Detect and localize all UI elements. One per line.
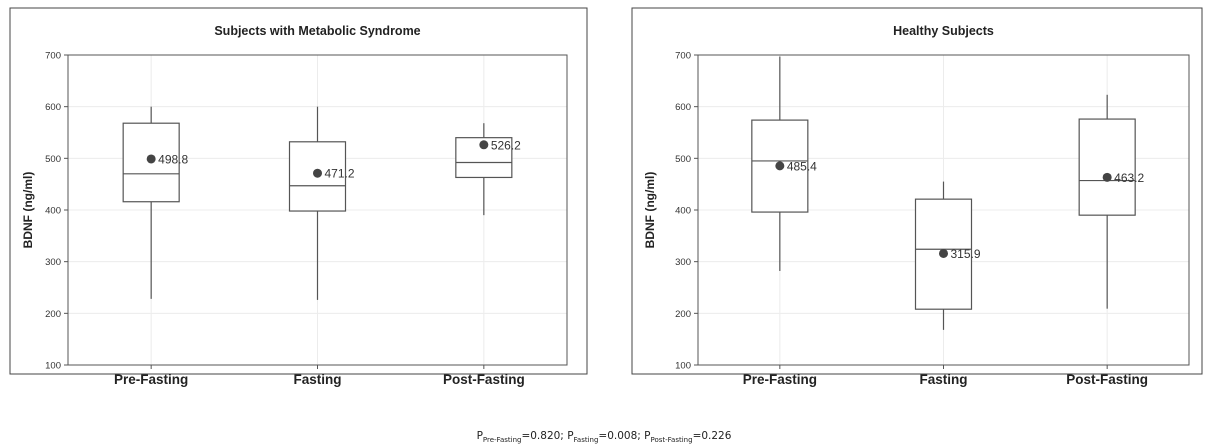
p-subscript-post: Post-Fasting xyxy=(650,436,693,445)
mean-dot xyxy=(479,140,489,150)
chart-panel-2: Healthy Subjects 100 200 300 400 500 600 700 BDN… xyxy=(631,7,1203,387)
p-values-footnote: PPre-Fasting=0.820; PFasting=0.008; PPos… xyxy=(0,430,1208,444)
iqr-box xyxy=(1078,118,1136,216)
box-post-fasting: 463.2 xyxy=(1078,94,1145,309)
mean-label: 315.9 xyxy=(951,247,981,261)
y-tick-label: 700 xyxy=(45,51,61,62)
x-tick-label: Post-Fasting xyxy=(1066,372,1148,387)
x-tick-label: Pre-Fasting xyxy=(743,372,817,387)
x-tick-label: Fasting xyxy=(919,372,967,387)
p-subscript-fasting: Fasting xyxy=(573,436,599,445)
y-tick-label: 300 xyxy=(675,257,691,268)
chart-title: Subjects with Metabolic Syndrome xyxy=(214,24,420,38)
y-axis-label: BDNF (ng/ml) xyxy=(21,172,35,249)
box-pre-fasting: 485.4 xyxy=(751,56,817,271)
p-value-fasting: =0.008; xyxy=(598,430,645,442)
chart-title: Healthy Subjects xyxy=(893,24,994,38)
box-fasting: 315.9 xyxy=(914,181,981,330)
mean-label: 471.2 xyxy=(325,167,355,181)
y-tick-label: 200 xyxy=(45,309,61,320)
mean-label: 463.2 xyxy=(1114,171,1144,185)
p-subscript-pre: Pre-Fasting xyxy=(482,436,522,445)
y-tick-label: 100 xyxy=(45,361,61,372)
y-axis-label: BDNF (ng/ml) xyxy=(643,172,657,249)
p-symbol-fasting: P xyxy=(567,430,574,442)
mean-dot xyxy=(1102,172,1112,182)
p-symbol-post: P xyxy=(644,430,651,442)
p-value-post: =0.226 xyxy=(692,430,732,442)
mean-dot xyxy=(939,248,948,258)
y-tick-label: 600 xyxy=(675,102,691,113)
y-tick-label: 200 xyxy=(675,309,691,320)
x-tick-label: Pre-Fasting xyxy=(114,372,188,387)
mean-label: 485.4 xyxy=(787,159,817,173)
y-tick-label: 500 xyxy=(675,154,691,165)
mean-dot xyxy=(146,154,156,164)
x-tick-label: Fasting xyxy=(293,372,341,387)
y-tick-label: 700 xyxy=(675,51,691,62)
mean-dot xyxy=(313,168,322,178)
y-tick-label: 400 xyxy=(45,206,61,217)
y-tick-label: 100 xyxy=(675,361,691,372)
box-fasting: 471.2 xyxy=(288,106,355,300)
x-tick-label: Post-Fasting xyxy=(443,372,525,387)
y-tick-label: 500 xyxy=(45,154,61,165)
y-tick-label: 300 xyxy=(45,257,61,268)
box-post-fasting: 526.2 xyxy=(455,123,521,216)
p-symbol-pre: P xyxy=(476,430,483,442)
p-value-pre: =0.820; xyxy=(521,430,568,442)
mean-dot xyxy=(775,161,785,171)
box-pre-fasting: 498.8 xyxy=(122,106,189,299)
mean-label: 498.8 xyxy=(158,152,188,166)
mean-label: 526.2 xyxy=(491,138,521,152)
iqr-box xyxy=(455,137,513,179)
y-tick-label: 600 xyxy=(45,102,61,113)
chart-panel-1: Subjects with Metabolic Syndrome 100 200 30… xyxy=(9,7,588,387)
y-tick-label: 400 xyxy=(675,206,691,217)
